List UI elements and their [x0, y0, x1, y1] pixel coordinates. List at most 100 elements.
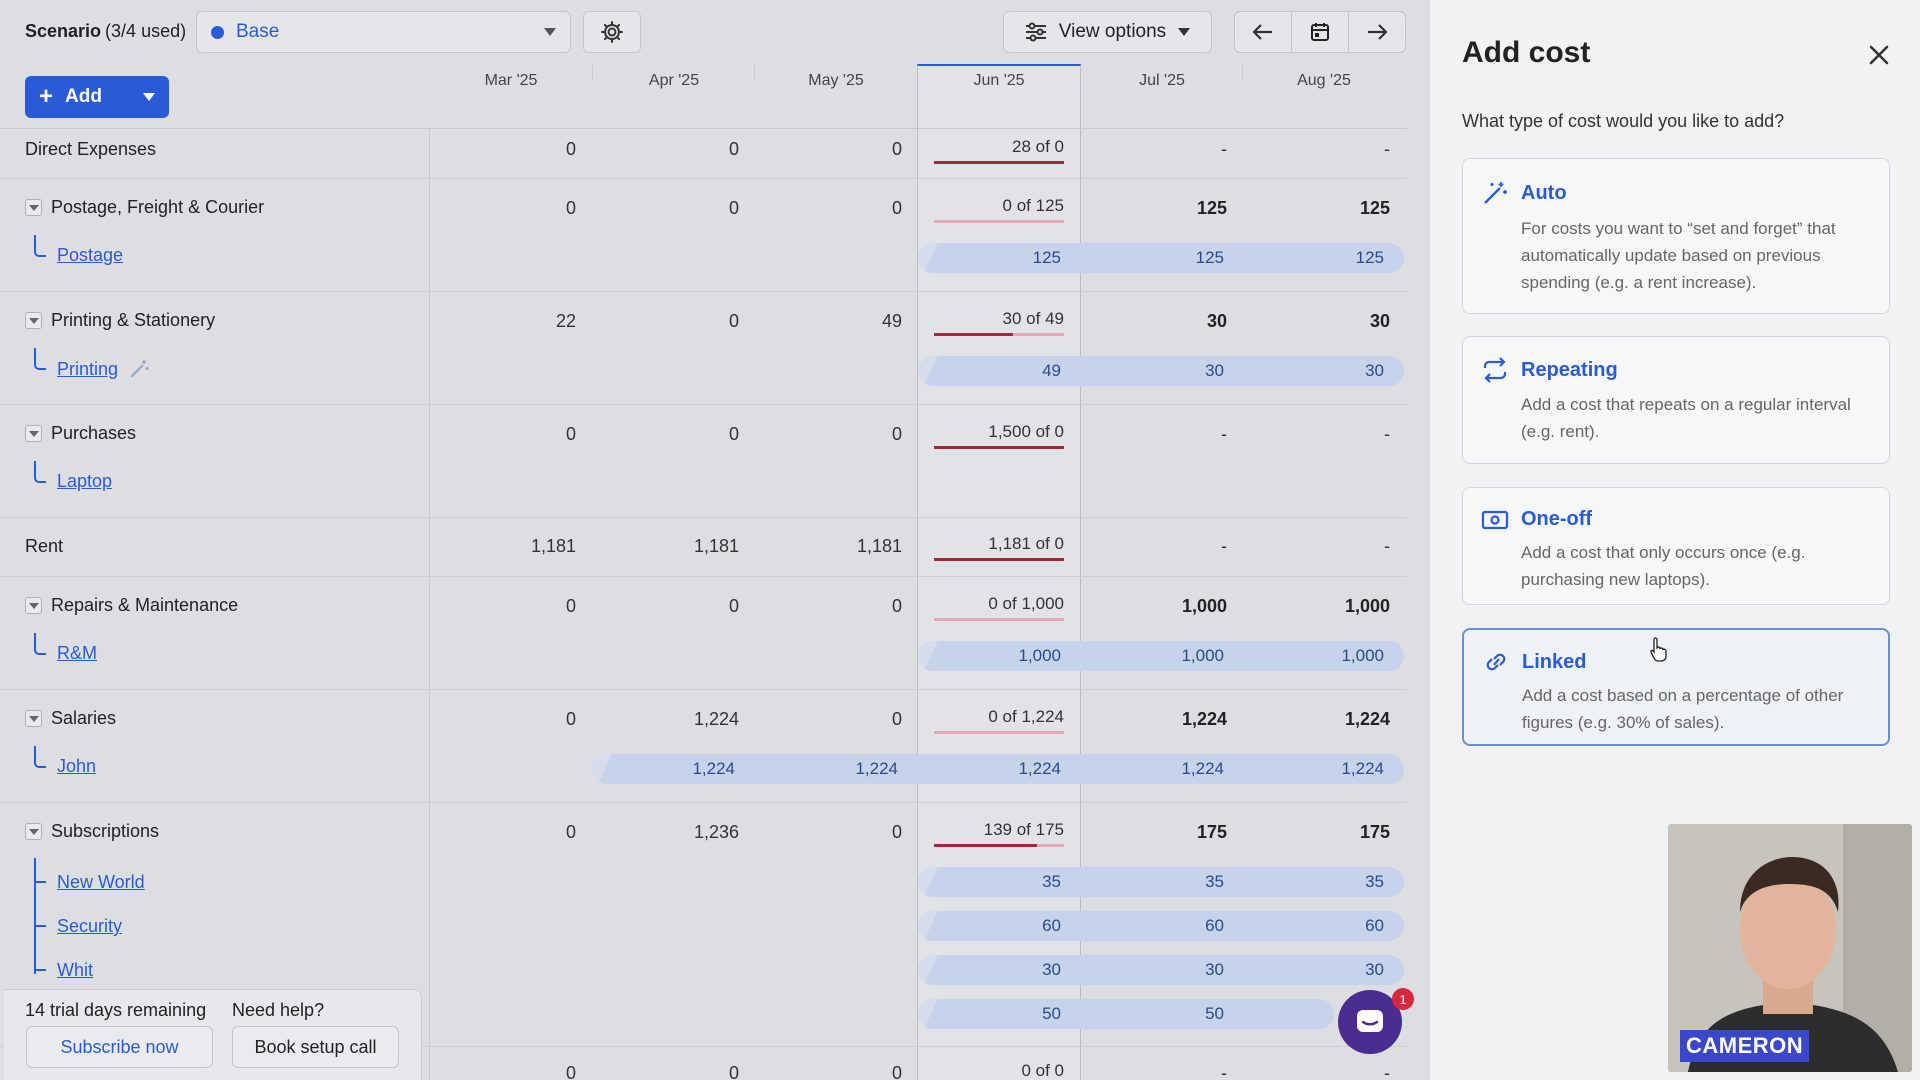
forecast-pill-jun[interactable]: 60 — [918, 911, 1081, 941]
settings-button[interactable] — [583, 11, 641, 53]
subscribe-button[interactable]: Subscribe now — [26, 1026, 213, 1068]
forecast-pill-apr[interactable]: 1,224 — [592, 754, 755, 784]
chevron-down-icon — [143, 93, 155, 101]
forecast-pill-jul[interactable]: 30 — [1081, 356, 1244, 386]
scenario-select[interactable]: Base — [196, 11, 571, 53]
close-button[interactable] — [1864, 40, 1894, 70]
option-repeating[interactable]: Repeating Add a cost that repeats on a r… — [1462, 336, 1890, 464]
cost-link-postage[interactable]: Postage — [57, 245, 124, 265]
forecast-pill-may[interactable]: 1,224 — [755, 754, 918, 784]
panel-question: What type of cost would you like to add? — [1462, 111, 1785, 131]
cost-link-security[interactable]: Security — [57, 916, 123, 936]
cell-mar: 0 — [565, 822, 576, 842]
link-icon — [1482, 650, 1510, 674]
forecast-pill-jun[interactable]: 1,000 — [918, 641, 1081, 671]
cost-link-printing[interactable]: Printing — [57, 358, 119, 379]
cost-link-laptop[interactable]: Laptop — [57, 471, 113, 491]
forecast-pill-jun[interactable]: 125 — [918, 243, 1081, 273]
collapse-toggle-icon[interactable] — [25, 199, 42, 216]
group-purchases[interactable]: Purchases — [25, 423, 136, 444]
group-subscriptions[interactable]: Subscriptions — [25, 821, 159, 842]
forecast-pill-aug[interactable]: 1,224 — [1244, 754, 1404, 784]
forecast-pill-jul[interactable]: 1,224 — [1081, 754, 1244, 784]
cell-jun-actual: 0 of 1,224 — [988, 707, 1064, 726]
forecast-pill-aug[interactable]: 30 — [1244, 955, 1404, 985]
cell-jun-actual: 30 of 49 — [1002, 309, 1064, 328]
view-options-label: View options — [1058, 21, 1167, 42]
collapse-toggle-icon[interactable] — [25, 823, 42, 840]
scenario-title: Scenario — [25, 21, 102, 41]
scenario-value: Base — [236, 21, 280, 42]
forecast-pill-aug[interactable]: 125 — [1244, 243, 1404, 273]
cost-link-whit[interactable]: Whit — [57, 960, 93, 980]
cell-may: 0 — [891, 139, 902, 159]
row-separator — [0, 404, 1407, 405]
forecast-pill-aug[interactable] — [1244, 999, 1334, 1029]
cell-may: 0 — [891, 198, 902, 218]
cell-may: 0 — [891, 822, 902, 842]
row-label: Purchases — [51, 423, 137, 443]
progress-fill — [934, 844, 1037, 847]
view-options-button[interactable]: View options — [1003, 11, 1212, 53]
forecast-pill-aug[interactable]: 30 — [1244, 356, 1404, 386]
option-one-off[interactable]: One-off Add a cost that only occurs once… — [1462, 487, 1890, 605]
chevron-down-icon — [1178, 28, 1191, 36]
forecast-pill-aug[interactable]: 35 — [1244, 867, 1404, 897]
trial-days-text: 14 trial days remaining — [25, 1000, 207, 1020]
calendar-button[interactable] — [1292, 12, 1349, 52]
cell-aug: - — [1384, 139, 1390, 159]
collapse-toggle-icon[interactable] — [25, 425, 42, 442]
cell-aug: 175 — [1359, 822, 1390, 842]
cost-link-rm[interactable]: R&M — [57, 643, 97, 663]
previous-period-button[interactable] — [1235, 12, 1292, 52]
book-setup-call-button[interactable]: Book setup call — [232, 1026, 399, 1068]
forecast-pill-jul[interactable]: 30 — [1081, 955, 1244, 985]
cell-jun-actual: 139 of 175 — [983, 820, 1064, 839]
progress-fill — [934, 333, 1014, 336]
forecast-pill-jul[interactable]: 125 — [1081, 243, 1244, 273]
collapse-toggle-icon[interactable] — [25, 597, 42, 614]
forecast-pill-jun[interactable]: 30 — [918, 955, 1081, 985]
forecast-pill-jun[interactable]: 50 — [918, 999, 1081, 1029]
cost-link-new-world[interactable]: New World — [57, 872, 145, 892]
cell-jul: - — [1221, 536, 1227, 556]
chat-button[interactable] — [1338, 990, 1402, 1054]
option-description: For costs you want to “set and forget” t… — [1521, 219, 1836, 292]
forecast-pill-aug[interactable]: 60 — [1244, 911, 1404, 941]
cell-apr: 0 — [728, 311, 739, 331]
cell-aug: 1,224 — [1344, 709, 1390, 729]
option-title-text: Auto — [1521, 181, 1567, 204]
group-printing-stationery[interactable]: Printing & Stationery — [25, 310, 215, 331]
group-repairs-maintenance[interactable]: Repairs & Maintenance — [25, 595, 238, 616]
row-label: Repairs & Maintenance — [51, 595, 239, 615]
forecast-pill-jun[interactable]: 49 — [918, 356, 1081, 386]
next-period-button[interactable] — [1349, 12, 1405, 52]
progress-bar — [934, 558, 1064, 561]
row-separator — [0, 576, 1407, 577]
banknote-icon — [1481, 509, 1509, 531]
forecast-pill-jul[interactable]: 50 — [1081, 999, 1244, 1029]
forecast-pill-jun[interactable]: 35 — [918, 867, 1081, 897]
forecast-pill-jul[interactable]: 35 — [1081, 867, 1244, 897]
forecast-pill-aug[interactable]: 1,000 — [1244, 641, 1404, 671]
forecast-pill-jul[interactable]: 1,000 — [1081, 641, 1244, 671]
group-salaries[interactable]: Salaries — [25, 708, 116, 729]
cell-apr: 1,224 — [693, 709, 739, 729]
tree-connector — [34, 746, 46, 768]
collapse-toggle-icon[interactable] — [25, 312, 42, 329]
option-linked[interactable]: Linked Add a cost based on a percentage … — [1462, 628, 1890, 746]
collapse-toggle-icon[interactable] — [25, 710, 42, 727]
presenter-name-tag: CAMERON — [1680, 1030, 1810, 1062]
group-postage-freight[interactable]: Postage, Freight & Courier — [25, 197, 264, 218]
header-divider — [1242, 65, 1243, 81]
cell-mar: 0 — [565, 424, 576, 444]
forecast-pill-jul[interactable]: 60 — [1081, 911, 1244, 941]
chat-icon — [1357, 1010, 1383, 1032]
cost-link-john[interactable]: John — [57, 756, 97, 776]
option-auto[interactable]: Auto For costs you want to “set and forg… — [1462, 158, 1890, 314]
add-button[interactable]: + Add — [25, 76, 169, 118]
option-title-text: Repeating — [1521, 358, 1618, 381]
cell-mar: 0 — [565, 709, 576, 729]
scenario-dot-icon — [211, 25, 224, 39]
forecast-pill-jun[interactable]: 1,224 — [918, 754, 1081, 784]
